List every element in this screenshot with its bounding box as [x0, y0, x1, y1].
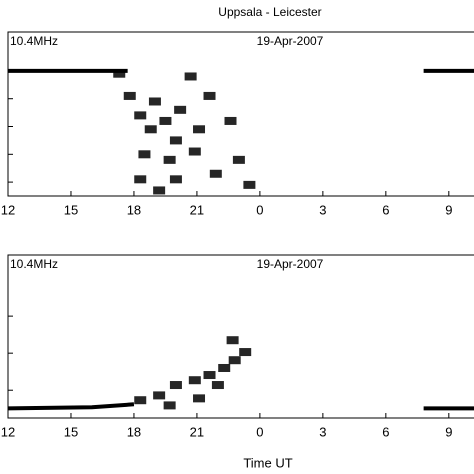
echo-point: [134, 396, 147, 405]
x-tick-label: 6: [382, 202, 389, 217]
annotation: 19-Apr-2007: [257, 257, 324, 271]
echo-point: [193, 394, 206, 403]
x-tick-label: 0: [256, 202, 263, 217]
echo-point: [203, 371, 216, 380]
annotation: 10.4MHz: [10, 34, 58, 48]
echo-point: [184, 72, 197, 81]
echo-point: [169, 136, 182, 145]
echo-point: [224, 116, 237, 125]
x-tick-label: 3: [319, 424, 326, 439]
echo-point: [226, 336, 239, 345]
x-tick-label: 12: [1, 424, 15, 439]
echo-point: [209, 169, 222, 178]
echo-point: [123, 91, 136, 100]
x-tick-label: 9: [445, 424, 452, 439]
x-tick-label: 18: [127, 424, 141, 439]
echo-point: [243, 180, 256, 189]
echo-point: [169, 175, 182, 184]
x-tick-label: 0: [256, 424, 263, 439]
echo-point: [163, 401, 176, 410]
x-axis-label: Time UT: [243, 455, 292, 470]
echo-point: [188, 376, 201, 385]
echo-point: [138, 150, 151, 159]
echo-point: [203, 91, 216, 100]
annotation: 19-Apr-2007: [257, 34, 324, 48]
x-tick-label: 15: [64, 202, 78, 217]
trace-line: [7, 402, 474, 411]
echo-point: [188, 147, 201, 156]
echo-point: [211, 381, 224, 390]
echo-point: [144, 125, 157, 134]
echo-point: [174, 105, 187, 114]
echo-point: [159, 116, 172, 125]
echo-point: [153, 186, 166, 195]
echo-point: [193, 125, 206, 134]
echo-point: [134, 111, 147, 120]
x-tick-label: 21: [190, 424, 204, 439]
x-tick-label: 6: [382, 424, 389, 439]
annotation: 10.4MHz: [10, 257, 58, 271]
echo-point: [169, 381, 182, 390]
echo-point: [134, 175, 147, 184]
echo-point: [148, 97, 161, 106]
x-tick-label: 9: [445, 202, 452, 217]
x-tick-label: 21: [190, 202, 204, 217]
echo-point: [218, 363, 231, 372]
x-tick-label: 12: [1, 202, 15, 217]
x-tick-label: 3: [319, 202, 326, 217]
echo-point: [113, 69, 126, 78]
x-tick-label: 18: [127, 202, 141, 217]
echo-point: [232, 155, 245, 164]
echo-point: [239, 348, 252, 357]
echo-point: [228, 356, 241, 365]
x-tick-label: 15: [64, 424, 78, 439]
plot-frame: [7, 254, 474, 419]
chart-title: Uppsala - Leicester: [218, 5, 321, 19]
echo-point: [163, 155, 176, 164]
plot-frame: [7, 31, 474, 197]
echo-point: [153, 391, 166, 400]
